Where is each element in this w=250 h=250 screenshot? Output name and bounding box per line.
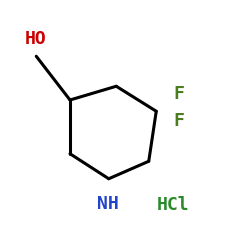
Text: NH: NH: [96, 195, 118, 213]
Text: F: F: [174, 112, 185, 130]
Text: HCl: HCl: [156, 196, 189, 214]
Text: F: F: [174, 85, 185, 103]
Text: HO: HO: [25, 30, 47, 48]
